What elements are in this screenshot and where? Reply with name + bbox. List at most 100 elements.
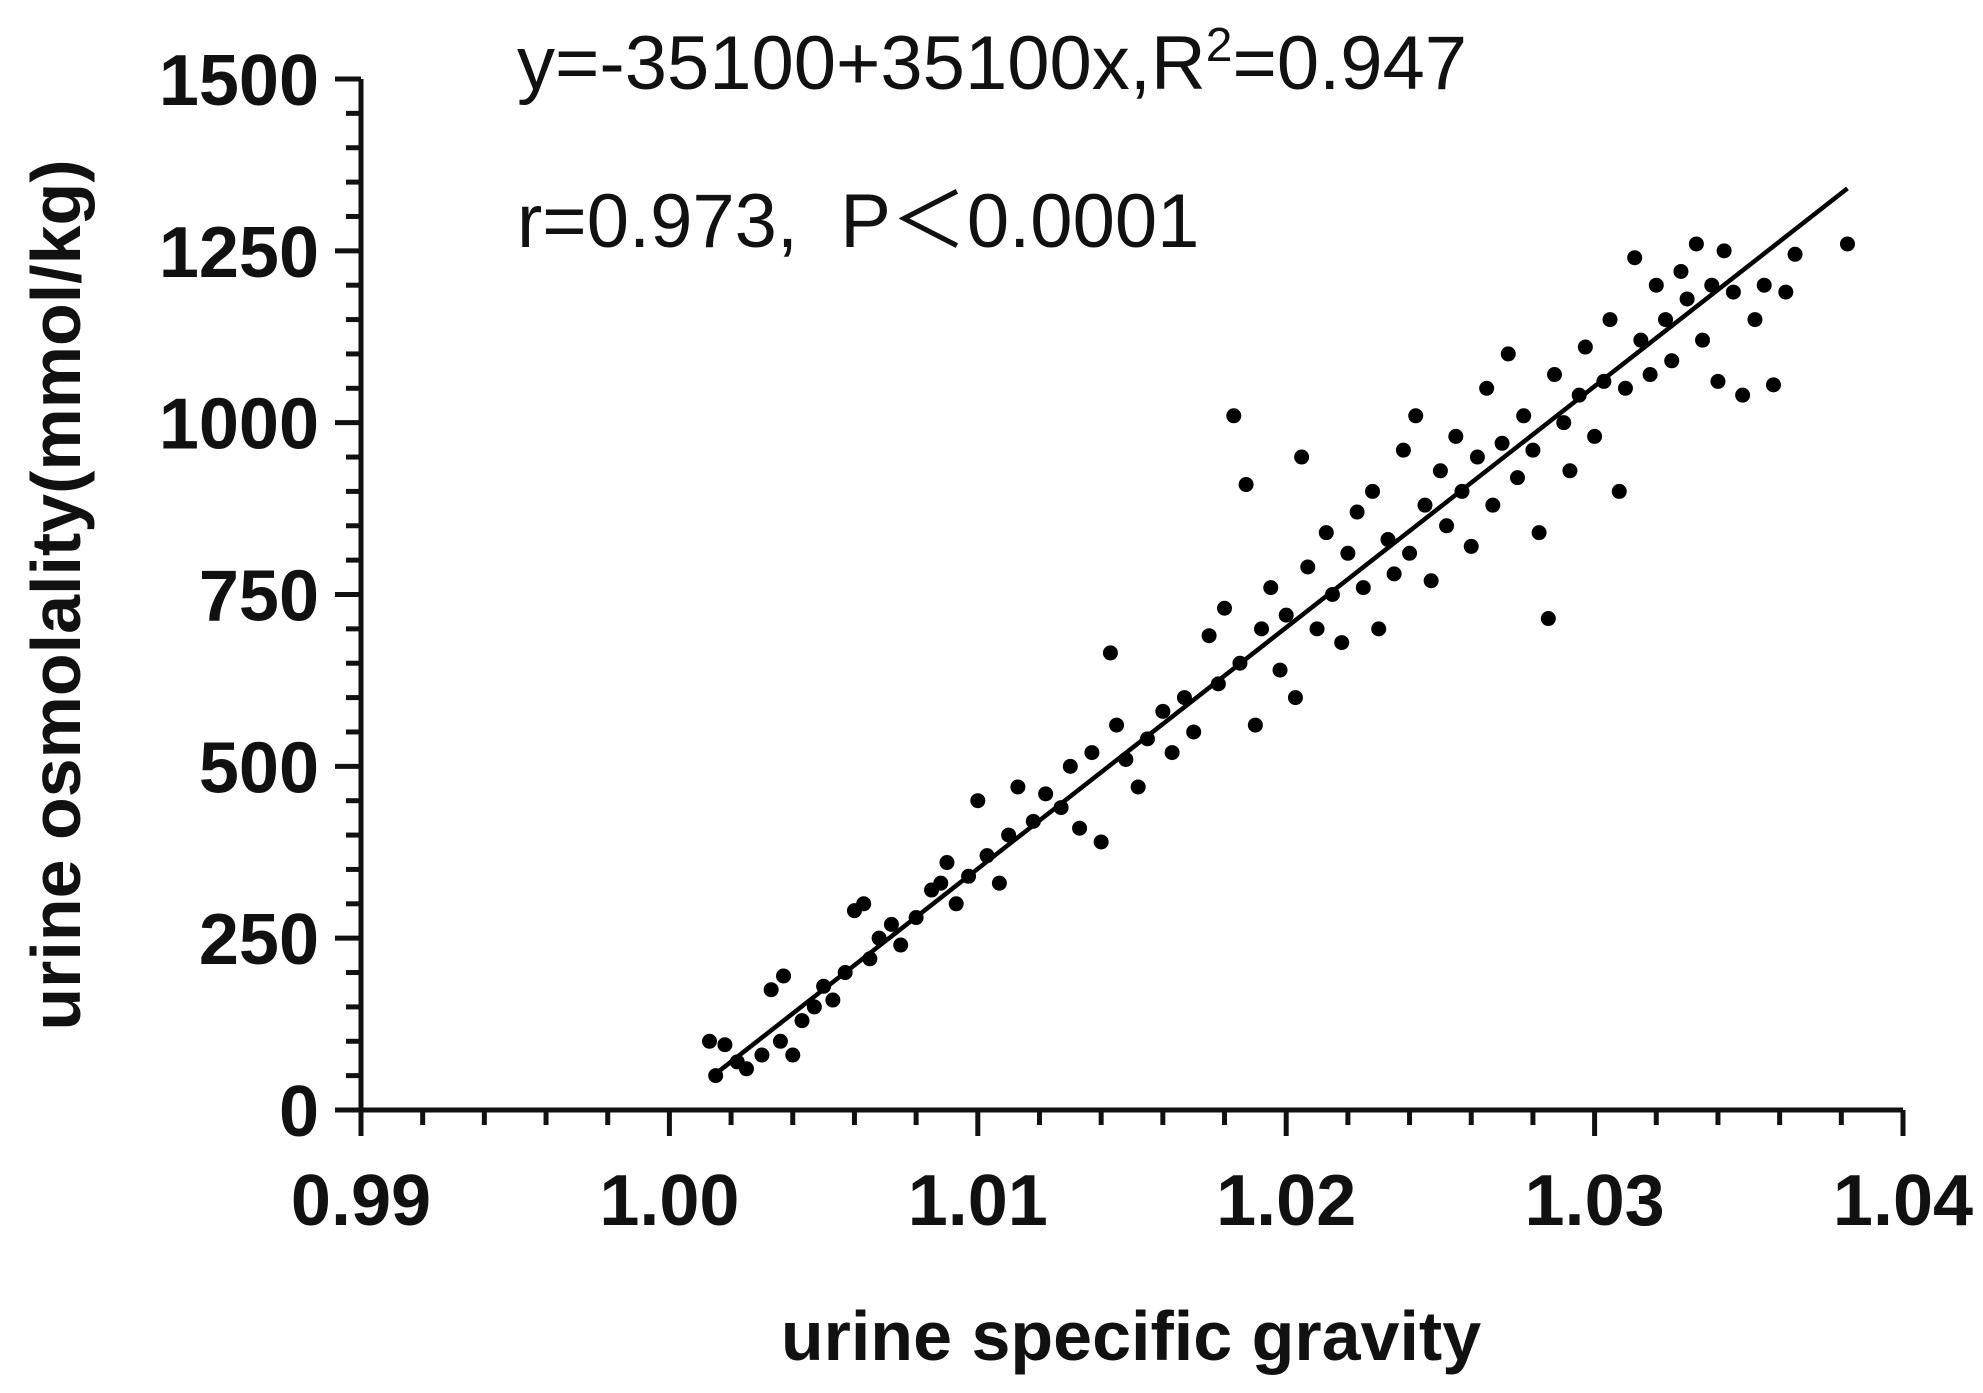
point: [1787, 246, 1803, 262]
point: [1673, 263, 1689, 279]
point: [1516, 408, 1532, 424]
point: [1247, 717, 1263, 733]
point: [806, 999, 822, 1015]
point: [1448, 428, 1464, 444]
point: [1648, 277, 1664, 293]
point: [883, 916, 899, 932]
point: [1109, 717, 1125, 733]
point: [1278, 607, 1294, 623]
point: [1155, 703, 1171, 719]
x-tick-label: 1.04: [1833, 1161, 1973, 1241]
point: [1540, 611, 1556, 627]
point: [754, 1047, 770, 1063]
point: [1485, 497, 1501, 513]
point: [772, 1033, 788, 1049]
point: [1469, 449, 1485, 465]
fit-line: [714, 186, 1849, 1076]
point: [1617, 380, 1633, 396]
point: [1710, 373, 1726, 389]
y-tick-label: 1000: [159, 385, 319, 465]
y-tick-label: 0: [279, 1072, 319, 1152]
point: [1510, 470, 1525, 486]
point: [1010, 779, 1026, 795]
point: [1334, 635, 1350, 651]
point: [1072, 820, 1088, 836]
point: [717, 1037, 733, 1053]
point: [1547, 367, 1563, 383]
point: [1642, 367, 1658, 383]
point: [948, 896, 964, 912]
point: [1500, 346, 1516, 362]
point: [991, 875, 1007, 891]
point: [1093, 834, 1109, 850]
equation-superscript: 2: [1206, 19, 1233, 72]
point: [1395, 442, 1411, 458]
point: [1365, 483, 1381, 499]
point: [1102, 645, 1118, 661]
point: [701, 1033, 717, 1049]
point: [1272, 662, 1288, 678]
point: [1611, 483, 1627, 499]
equation-text: =0.947: [1232, 21, 1467, 106]
point: [1633, 332, 1649, 348]
x-tick-label: 1.00: [599, 1161, 739, 1241]
point: [1340, 545, 1356, 561]
point: [1556, 415, 1572, 431]
y-tick-label: 1500: [159, 41, 319, 121]
point: [1577, 339, 1593, 355]
point: [1355, 580, 1371, 596]
statistics: r=0.973, P＜0.0001: [517, 179, 1199, 264]
point: [1439, 518, 1455, 534]
point: [1386, 566, 1402, 582]
point: [1531, 525, 1547, 541]
point: [1735, 387, 1751, 403]
y-tick-label: 500: [199, 728, 319, 808]
y-tick-label: 1250: [159, 213, 319, 293]
equation: y=-35100+35100x,R2=0.947: [517, 19, 1467, 106]
point: [1294, 449, 1310, 465]
point: [1747, 312, 1763, 328]
point: [1238, 477, 1254, 493]
point: [739, 1061, 754, 1077]
point: [776, 968, 792, 984]
x-tick-label: 1.01: [908, 1161, 1048, 1241]
point: [1525, 442, 1541, 458]
point: [1839, 236, 1855, 252]
y-tick-label: 750: [199, 557, 319, 637]
point: [1679, 291, 1695, 307]
y-axis-title: urine osmolality(mmol/kg): [17, 159, 95, 1030]
point: [1602, 312, 1618, 328]
point: [1778, 284, 1794, 300]
y-tick-label: 250: [199, 900, 319, 980]
point: [825, 992, 841, 1008]
point: [1038, 786, 1054, 802]
point: [1349, 504, 1365, 520]
point: [1408, 408, 1424, 424]
point: [1562, 463, 1578, 479]
point: [1658, 312, 1674, 328]
point: [1463, 538, 1479, 554]
point: [933, 875, 949, 891]
x-tick-label: 1.02: [1216, 1161, 1356, 1241]
point: [1226, 408, 1242, 424]
point: [1627, 250, 1643, 266]
point: [1417, 497, 1433, 513]
point: [1186, 724, 1202, 740]
point: [1062, 758, 1078, 774]
point: [794, 1013, 810, 1029]
point: [1402, 545, 1418, 561]
point: [1432, 463, 1448, 479]
point: [785, 1047, 801, 1063]
point: [939, 855, 955, 871]
point: [856, 896, 872, 912]
point: [1664, 353, 1680, 369]
point: [1254, 621, 1270, 637]
point: [1309, 621, 1325, 637]
point: [893, 937, 909, 953]
point: [1494, 435, 1510, 451]
x-tick-label: 1.03: [1525, 1161, 1665, 1241]
point: [1217, 600, 1233, 616]
point: [1287, 690, 1303, 706]
